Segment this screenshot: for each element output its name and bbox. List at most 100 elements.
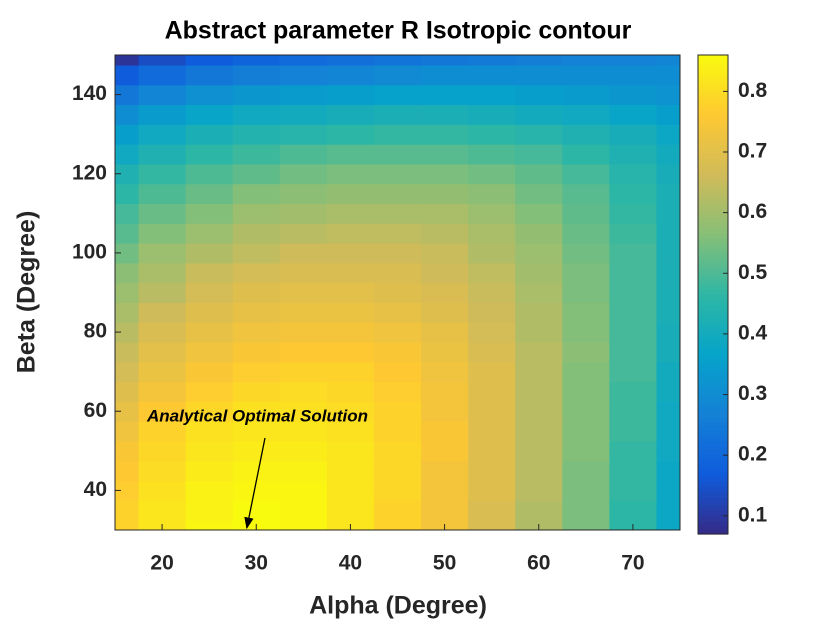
contour-cell [373,302,422,323]
contour-cell [279,183,328,205]
contour-cell [562,84,610,106]
colorbar-strip [698,118,728,124]
x-tick-label: 20 [150,552,173,575]
contour-cell [421,183,469,205]
colorbar-strip [698,342,728,347]
colorbar-strip [698,262,728,268]
contour-cell [515,381,563,402]
contour-cell [421,104,469,125]
colorbar-strip [698,290,728,296]
colorbar-strip [698,470,728,475]
colorbar-strip [698,302,728,308]
contour-cell [468,282,516,303]
contour-cell [373,401,422,422]
contour-cell [279,440,328,462]
colorbar-strip [698,502,728,507]
contour-cell [185,64,234,86]
colorbar-strip [698,438,728,443]
contour-cell [232,243,281,264]
contour-cell [562,460,610,482]
contour-cell [115,401,140,422]
contour-cell [468,243,516,264]
contour-cell [562,421,610,442]
contour-cell [373,282,422,303]
contour-cell [326,322,375,343]
contour-cell [185,480,234,501]
contour-cell [468,440,516,462]
y-tick-label: 120 [72,161,107,184]
contour-cell [373,64,422,86]
contour-cell [468,203,516,224]
contour-cell [115,460,140,482]
colorbar-strip [698,82,728,88]
colorbar-strip [698,330,728,336]
colorbar-strip [698,318,728,324]
contour-cell [421,480,469,501]
colorbar-strip [698,202,728,208]
colorbar-strip [698,174,728,180]
contour-cell [656,203,680,224]
contour-cell [468,520,516,530]
colorbar-strip [698,414,728,419]
colorbar [698,55,728,535]
contour-cell [232,104,281,125]
colorbar-strip [698,94,728,100]
colorbar-strip [698,134,728,140]
contour-cell [138,341,187,363]
colorbar-strip [698,62,728,68]
contour-cell [656,282,680,303]
contour-cell [185,183,234,205]
contour-cell [562,381,610,402]
contour-cell [562,55,610,66]
contour-cell [421,500,469,521]
contour-cell [609,421,658,442]
contour-cell [138,203,187,224]
colorbar-strip [698,398,728,403]
contour-cell [656,500,680,521]
colorbar-strip [698,434,728,439]
contour-cell [326,124,375,145]
contour-cell [326,302,375,323]
contour-cell [279,84,328,106]
contour-cell [232,55,281,66]
colorbar-strip [698,326,728,332]
colorbar-strip [698,378,728,383]
colorbar-strip [698,254,728,260]
contour-cell [185,223,234,244]
contour-cell [115,144,140,165]
contour-cell [326,480,375,501]
contour-cell [115,243,140,264]
colorbar-strip [698,446,728,451]
contour-cell [562,520,610,530]
colorbar-tick-label: 0.6 [738,200,767,223]
contour-cell [185,243,234,264]
colorbar-strip [698,386,728,391]
contour-cell [656,520,680,530]
colorbar-tick-label: 0.1 [738,503,768,526]
contour-cell [421,223,469,244]
contour-cell [279,104,328,125]
contour-cell [562,223,610,244]
colorbar-strip [698,214,728,220]
contour-cell [609,144,658,165]
contour-cell [138,84,187,106]
colorbar-strip [698,506,728,511]
contour-cell [421,302,469,323]
contour-cell [609,361,658,383]
contour-cell [115,282,140,303]
contour-cell [656,440,680,462]
contour-cell [562,302,610,323]
contour-cell [515,302,563,323]
contour-cell [326,183,375,205]
contour-cell [373,460,422,482]
contour-cell [373,183,422,205]
colorbar-strip [698,218,728,224]
contour-cell [279,322,328,343]
contour-cell [468,163,516,185]
contour-cell [138,64,187,86]
contour-cell [115,381,140,402]
colorbar-strip [698,66,728,72]
contour-cell [373,440,422,462]
contour-cell [138,401,187,422]
contour-cell [421,322,469,343]
